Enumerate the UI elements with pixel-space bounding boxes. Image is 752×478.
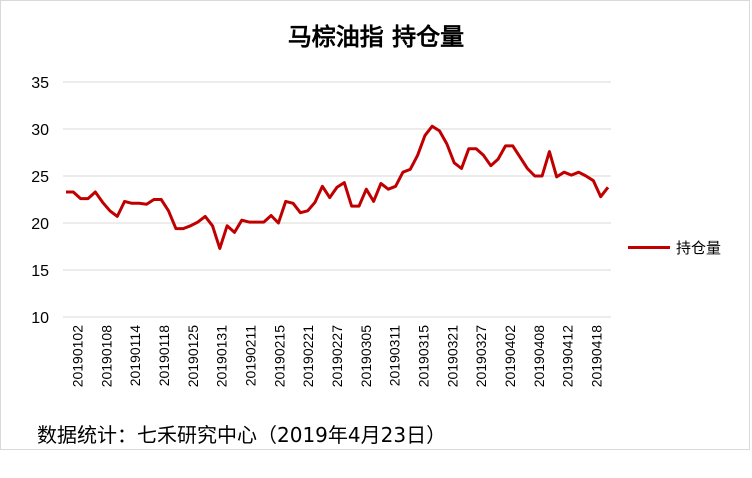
x-tick-label: 20190125 xyxy=(185,325,201,388)
x-tick-label: 20190321 xyxy=(444,325,460,388)
x-tick-label: 20190211 xyxy=(242,325,258,386)
chart-frame: 马棕油指 持仓量 10 15 20 25 30 35 20190102 20190108 201… xyxy=(0,0,750,450)
x-tick-label: 20190102 xyxy=(69,325,85,388)
legend-swatch xyxy=(628,245,670,249)
line-chart: 10 15 20 25 30 35 20190102 20190108 20190114 2019… xyxy=(31,75,611,388)
legend-label: 持仓量 xyxy=(676,238,722,257)
x-tick-label: 20190221 xyxy=(300,325,316,388)
x-tick-label: 20190412 xyxy=(560,325,576,388)
y-tick-label: 35 xyxy=(31,75,49,92)
y-tick-label: 30 xyxy=(31,122,49,139)
x-tick-label: 20190315 xyxy=(416,325,432,388)
x-tick-label: 20190118 xyxy=(156,325,172,386)
x-tick-label: 20190327 xyxy=(473,325,489,388)
x-tick-label: 20190131 xyxy=(214,325,230,388)
x-tick-label: 20190408 xyxy=(531,325,547,388)
y-tick-label: 10 xyxy=(31,310,49,327)
y-tick-label: 25 xyxy=(31,169,49,186)
x-tick-label: 20190108 xyxy=(98,325,114,388)
legend: 持仓量 xyxy=(628,237,721,257)
chart-title: 马棕油指 持仓量 xyxy=(287,23,465,51)
series-line xyxy=(66,124,610,250)
x-tick-label: 20190227 xyxy=(329,325,345,388)
x-tick-label: 20190311 xyxy=(387,325,403,386)
y-tick-label: 15 xyxy=(31,263,49,280)
x-tick-label: 20190215 xyxy=(271,325,287,388)
x-tick-label: 20190114 xyxy=(127,325,143,386)
x-tick-label: 20190418 xyxy=(589,325,605,388)
x-tick-label: 20190402 xyxy=(502,325,518,388)
x-tick-label: 20190305 xyxy=(358,325,374,388)
source-note: 数据统计：七禾研究中心（2019年4月23日） xyxy=(37,423,447,447)
y-tick-label: 20 xyxy=(31,216,49,233)
